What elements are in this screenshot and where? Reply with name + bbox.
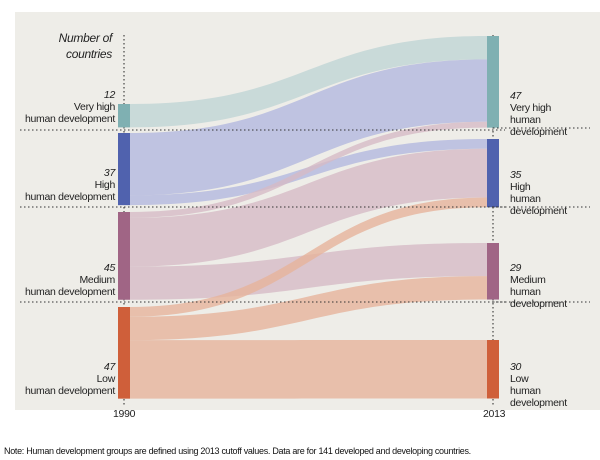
label: Low: [510, 372, 529, 385]
label: human development: [24, 285, 115, 298]
label: Low: [96, 372, 116, 385]
label: human development: [510, 113, 567, 138]
flow-m-to-vh: [130, 121, 487, 218]
node-2013-vh: [487, 36, 499, 128]
label: human development: [24, 113, 115, 126]
node-label-2013-vh: 47 Very high human development: [510, 90, 600, 138]
node-label-2013-m: 29 Medium human development: [510, 262, 600, 310]
label: Very high: [73, 101, 115, 114]
node-2013-h: [487, 139, 499, 208]
count: 37: [103, 167, 115, 180]
node-1990-h: [118, 133, 130, 206]
x-label-2013: 2013: [483, 408, 506, 420]
axis-title: Number of countries: [58, 31, 113, 61]
flow-l-to-m: [130, 276, 487, 341]
label: High: [94, 179, 116, 192]
label: human development: [24, 191, 115, 204]
label: human development: [24, 384, 115, 397]
flow-h-to-vh: [130, 59, 487, 196]
node-label-1990-h: 37 High human development: [25, 167, 115, 203]
node-1990-vh: [118, 104, 130, 128]
count: 29: [510, 261, 522, 274]
flow-l-to-h: [130, 197, 487, 317]
node-2013-l: [487, 340, 499, 399]
node-label-1990-vh: 12 Very high human development: [25, 89, 115, 125]
label: human development: [510, 193, 567, 218]
label: human development: [510, 384, 567, 409]
count: 12: [103, 89, 115, 102]
label: Medium: [510, 273, 546, 286]
flow-m-to-h: [130, 148, 487, 267]
count: 30: [510, 360, 522, 373]
node-1990-m: [118, 212, 130, 300]
node-label-1990-l: 47 Low human development: [25, 361, 115, 397]
chart-note: Note: Human development groups are defin…: [4, 446, 471, 456]
label: Medium: [79, 273, 115, 286]
node-label-2013-h: 35 High human development: [510, 169, 600, 217]
node-2013-m: [487, 243, 499, 300]
x-label-1990: 1990: [113, 408, 136, 420]
flow-m-to-m: [130, 243, 487, 300]
label: human development: [510, 285, 567, 310]
count: 45: [103, 261, 115, 274]
label: Very high: [510, 101, 552, 114]
flow-vh-to-vh: [130, 36, 487, 128]
label: High: [510, 181, 531, 194]
node-label-2013-l: 30 Low human development: [510, 361, 600, 409]
node-label-1990-m: 45 Medium human development: [25, 262, 115, 298]
count: 35: [510, 169, 522, 182]
count: 47: [510, 89, 522, 102]
flow-l-to-l: [130, 340, 487, 399]
node-1990-l: [118, 307, 130, 399]
count: 47: [103, 360, 115, 373]
